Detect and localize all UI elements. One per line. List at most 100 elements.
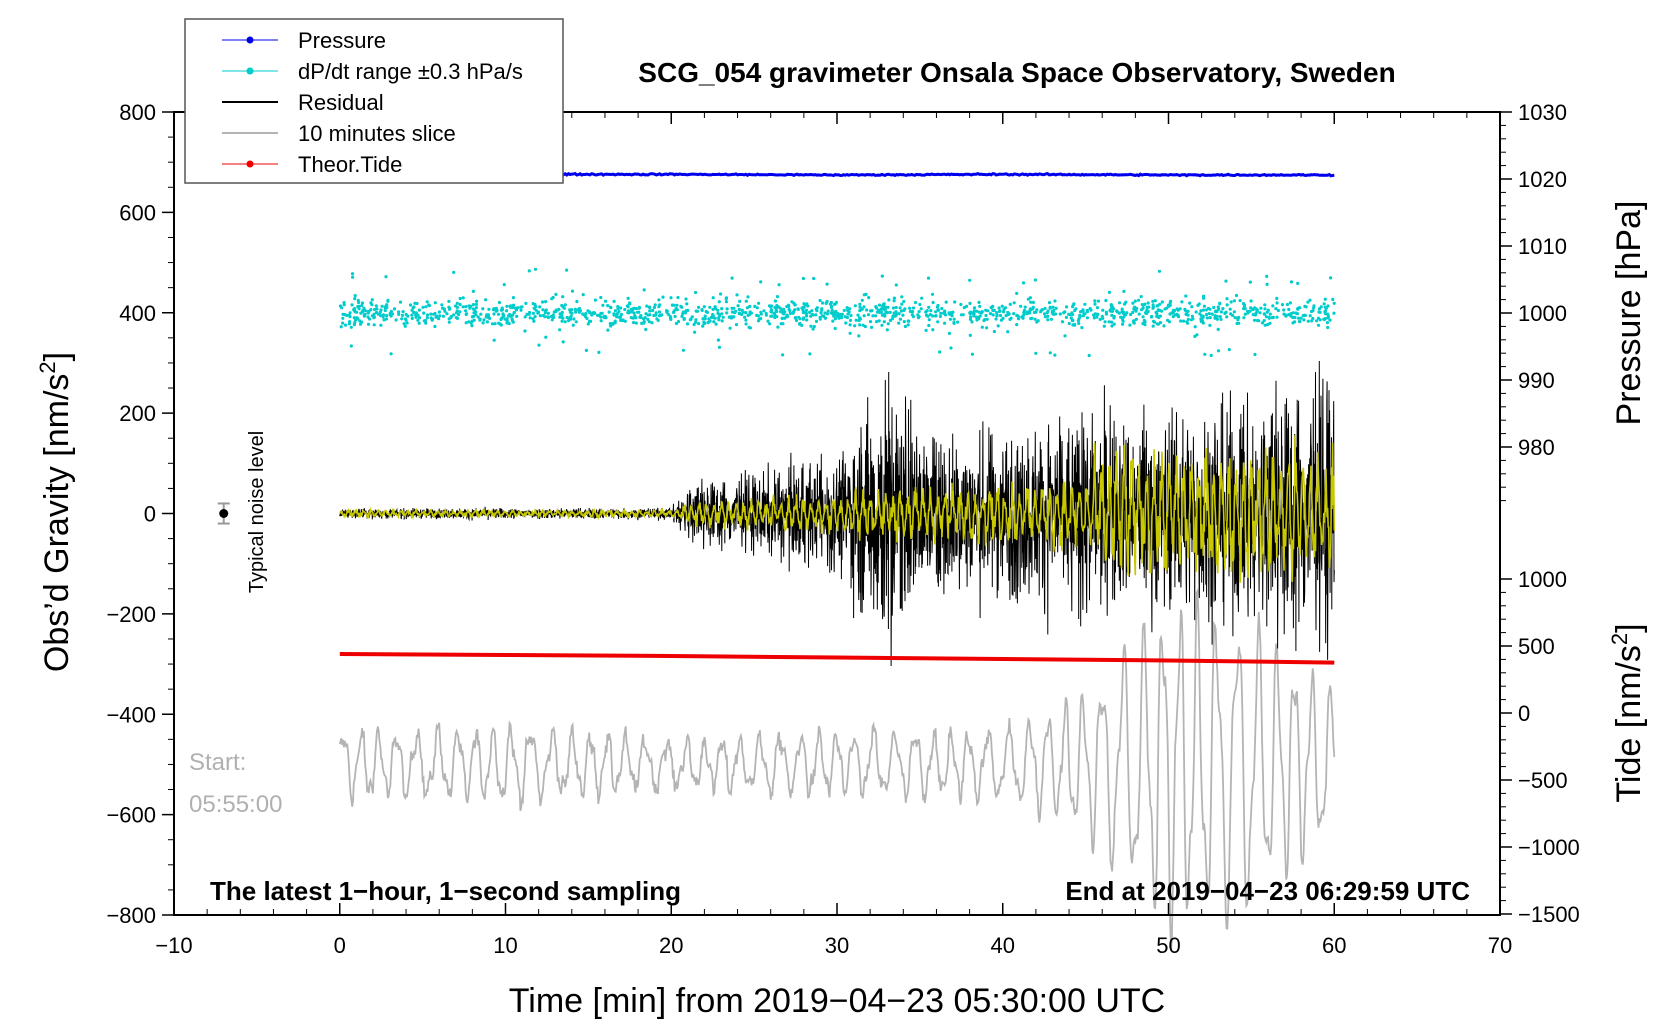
- dpdt-point: [833, 310, 837, 314]
- dpdt-point: [543, 315, 547, 319]
- dpdt-point: [644, 312, 648, 316]
- legend-items: Pressure dP/dt range ±0.3 hPa/s Residual 10…: [222, 28, 523, 177]
- dpdt-point: [1140, 308, 1144, 312]
- dpdt-point: [766, 319, 770, 323]
- dpdt-point: [1237, 321, 1241, 325]
- dpdt-point: [717, 300, 721, 304]
- dpdt-point: [1145, 305, 1149, 309]
- dpdt-point: [458, 302, 462, 307]
- dpdt-point: [879, 307, 884, 311]
- dpdt-point: [1216, 327, 1220, 331]
- dpdt-point: [645, 304, 649, 308]
- dpdt-point: [427, 303, 431, 307]
- dpdt-point: [685, 302, 689, 306]
- dpdt-point: [684, 297, 688, 301]
- dpdt-point: [1311, 316, 1315, 321]
- dpdt-point: [1184, 294, 1188, 298]
- dpdt-point: [366, 322, 371, 326]
- dpdt-point: [901, 313, 905, 317]
- dpdt-point: [544, 335, 548, 339]
- legend-swatch-marker: [246, 67, 254, 75]
- dpdt-point: [1185, 320, 1189, 324]
- dpdt-point: [360, 301, 365, 305]
- bottom-left-note: The latest 1−hour, 1−second sampling: [210, 876, 681, 906]
- dpdt-point: [1242, 307, 1246, 311]
- dpdt-point: [383, 305, 387, 309]
- dpdt-point: [1006, 330, 1010, 334]
- dpdt-point: [826, 309, 830, 313]
- dpdt-point: [417, 321, 421, 325]
- dpdt-point: [734, 323, 739, 327]
- dpdt-point: [919, 307, 923, 311]
- dpdt-point: [902, 299, 906, 304]
- dpdt-point: [442, 307, 446, 311]
- dpdt-point: [1012, 312, 1016, 316]
- dpdt-point: [1208, 323, 1212, 327]
- dpdt-point: [410, 308, 414, 312]
- dpdt-point: [1016, 317, 1021, 321]
- dpdt-point: [892, 299, 896, 303]
- dpdt-point: [972, 306, 977, 310]
- dpdt-point: [1033, 278, 1037, 282]
- dpdt-point: [730, 315, 734, 319]
- dpdt-point: [862, 305, 866, 309]
- dpdt-point: [775, 295, 780, 299]
- x-tick-label: 60: [1322, 933, 1346, 958]
- dpdt-point: [953, 300, 957, 304]
- dpdt-point: [647, 305, 652, 309]
- dpdt-point: [1215, 317, 1219, 321]
- dpdt-point: [379, 308, 383, 312]
- dpdt-point: [977, 310, 982, 314]
- dpdt-point: [1216, 305, 1220, 309]
- dpdt-point: [1274, 307, 1278, 311]
- dpdt-point: [397, 310, 401, 314]
- dpdt-point: [713, 305, 717, 309]
- dpdt-point: [1232, 299, 1236, 303]
- dpdt-point: [1053, 299, 1057, 303]
- pressure-tick-label: 1000: [1518, 301, 1567, 326]
- dpdt-point: [928, 313, 933, 317]
- dpdt-point: [927, 318, 931, 322]
- dpdt-point: [1123, 302, 1127, 306]
- dpdt-point: [780, 316, 784, 320]
- dpdt-point: [619, 306, 623, 310]
- pressure-tick-label: 1020: [1518, 167, 1567, 192]
- dpdt-point: [445, 312, 449, 316]
- dpdt-point: [926, 314, 930, 318]
- dpdt-point: [882, 304, 886, 308]
- dpdt-point: [837, 314, 841, 318]
- dpdt-point: [568, 315, 572, 319]
- dpdt-point: [989, 305, 993, 310]
- dpdt-point: [940, 307, 944, 311]
- dpdt-point: [679, 304, 683, 308]
- dpdt-point: [457, 313, 461, 317]
- dpdt-point: [1092, 313, 1096, 317]
- dpdt-point: [1262, 319, 1266, 323]
- dpdt-point: [1141, 315, 1145, 319]
- dpdt-point: [977, 300, 981, 304]
- dpdt-point: [343, 323, 348, 327]
- dpdt-point: [794, 316, 798, 320]
- dpdt-point: [386, 299, 390, 303]
- dpdt-point: [724, 297, 728, 301]
- dpdt-point: [757, 301, 761, 305]
- dpdt-point: [402, 322, 406, 326]
- dpdt-point: [612, 299, 616, 303]
- dpdt-point: [674, 321, 679, 326]
- dpdt-point: [759, 316, 763, 321]
- dpdt-point: [700, 308, 704, 312]
- dpdt-point: [1083, 302, 1087, 306]
- dpdt-point: [1137, 312, 1141, 316]
- dpdt-point: [1063, 310, 1067, 314]
- dpdt-point: [1323, 305, 1327, 309]
- dpdt-point: [449, 315, 453, 320]
- dpdt-point: [708, 305, 712, 309]
- dpdt-point: [1252, 318, 1257, 322]
- dpdt-point: [392, 307, 397, 311]
- dpdt-point: [744, 311, 748, 315]
- dpdt-point: [1205, 316, 1209, 320]
- dpdt-point: [1092, 316, 1096, 320]
- dpdt-point: [1154, 310, 1158, 314]
- dpdt-point: [1019, 304, 1023, 308]
- dpdt-point: [654, 311, 658, 315]
